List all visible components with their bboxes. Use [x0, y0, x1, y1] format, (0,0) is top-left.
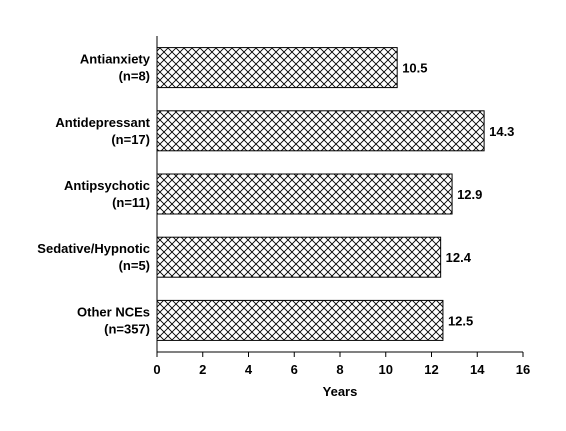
- bar-3: [156, 236, 442, 278]
- x-tick-label-7: 14: [470, 362, 485, 377]
- x-tick-label-2: 4: [245, 362, 253, 377]
- x-tick-label-1: 2: [199, 362, 206, 377]
- label-layer: 10.5 Antianxiety (n=8) 14.3 Antidepressant (n…: [37, 52, 530, 377]
- axis-layer: [156, 36, 524, 357]
- value-label-2: 12.9: [457, 187, 482, 202]
- category-label-3: Sedative/Hypnotic: [37, 241, 150, 256]
- category-count-label-0: (n=8): [119, 69, 150, 84]
- category-label-1: Antidepressant: [55, 115, 150, 130]
- bar-1: [156, 110, 485, 152]
- value-label-3: 12.4: [446, 250, 472, 265]
- x-tick-label-8: 16: [516, 362, 530, 377]
- category-count-label-1: (n=17): [111, 132, 150, 147]
- category-count-label-2: (n=11): [112, 195, 150, 210]
- value-label-0: 10.5: [402, 61, 427, 76]
- x-tick-label-0: 0: [153, 362, 160, 377]
- x-tick-label-5: 10: [379, 362, 393, 377]
- bar-2: [156, 173, 453, 215]
- x-tick-label-3: 6: [291, 362, 298, 377]
- category-label-4: Other NCEs: [77, 304, 150, 319]
- category-count-label-3: (n=5): [119, 258, 150, 273]
- bar-4: [156, 299, 444, 341]
- bars-layer: [156, 47, 485, 341]
- value-label-4: 12.5: [448, 313, 473, 328]
- x-axis-title: Years: [323, 384, 358, 399]
- category-count-label-4: (n=357): [104, 321, 150, 336]
- bar-0: [156, 47, 398, 89]
- category-label-0: Antianxiety: [80, 52, 151, 67]
- category-label-2: Antipsychotic: [64, 178, 150, 193]
- x-tick-label-6: 12: [424, 362, 438, 377]
- value-label-1: 14.3: [489, 124, 514, 139]
- x-tick-label-4: 8: [336, 362, 343, 377]
